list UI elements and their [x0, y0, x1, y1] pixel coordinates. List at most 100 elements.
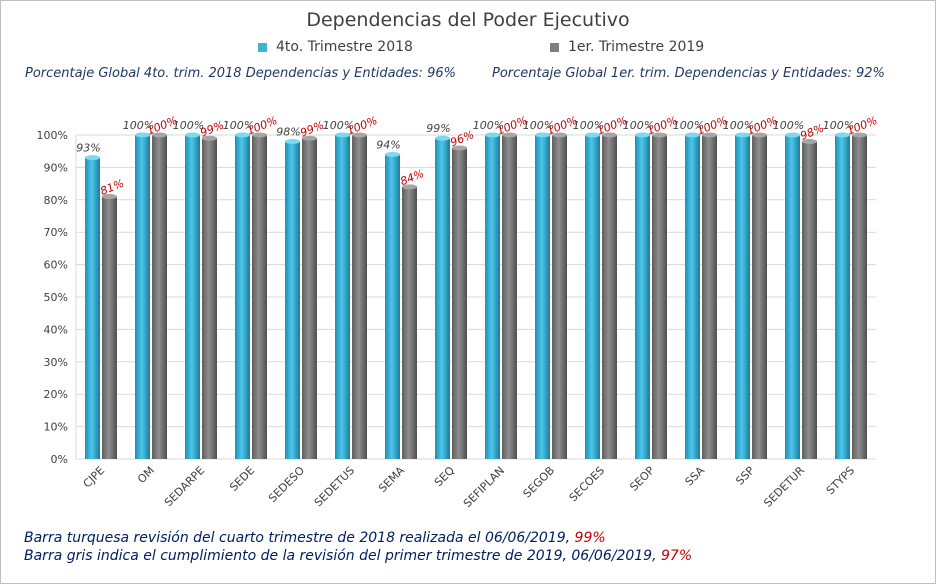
- bar-2018-sedeso: [285, 141, 300, 460]
- bar-cap: [485, 132, 500, 138]
- bar-cap: [452, 145, 467, 151]
- data-label: 98%: [276, 125, 300, 138]
- x-tick-label: OM: [135, 464, 157, 486]
- footnote-2: Barra gris indica el cumplimiento de la …: [24, 548, 692, 564]
- y-tick-label: 30%: [44, 356, 68, 369]
- bar-cap: [135, 132, 150, 138]
- data-label: 100%: [623, 119, 654, 132]
- y-tick-label: 40%: [44, 323, 68, 336]
- bar-2018-ssa: [685, 135, 700, 459]
- bar-2019-secoes: [602, 135, 617, 459]
- legend-swatch-2019: [550, 42, 559, 52]
- bar-2018-cjpe: [85, 157, 100, 459]
- bar-cap: [785, 132, 800, 138]
- bar-cap: [602, 132, 617, 138]
- x-tick-label: SEGOB: [521, 464, 558, 501]
- bar-2019-om: [152, 135, 167, 459]
- bar-cap: [635, 132, 650, 138]
- data-label: 100%: [523, 119, 554, 132]
- bar-2019-seop: [652, 135, 667, 459]
- x-tick-label: SEQ: [432, 464, 457, 489]
- bar-2018-seq: [435, 138, 450, 460]
- footnote-1-text: Barra turquesa revisión del cuarto trime…: [24, 530, 575, 546]
- legend-swatch-2018: [258, 42, 267, 52]
- bar-2019-ssp: [752, 135, 767, 459]
- bar-cap: [802, 138, 817, 144]
- bar-cap: [402, 184, 417, 190]
- y-tick-label: 100%: [37, 129, 68, 142]
- bar-cap: [585, 132, 600, 138]
- bar-2018-segob: [535, 135, 550, 459]
- footnote-1: Barra turquesa revisión del cuarto trime…: [24, 530, 606, 546]
- bar-cap: [835, 132, 850, 138]
- bar-2018-styps: [835, 135, 850, 459]
- bar-2019-styps: [852, 135, 867, 459]
- y-tick-label: 80%: [44, 194, 68, 207]
- data-label: 100%: [173, 119, 204, 132]
- bar-cap: [335, 132, 350, 138]
- data-label: 100%: [673, 119, 704, 132]
- x-tick-label: SEDETUR: [761, 464, 807, 510]
- bar-2018-sedetus: [335, 135, 350, 459]
- bar-2019-sedeso: [302, 138, 317, 460]
- x-tick-label: SEDESO: [266, 464, 307, 505]
- bar-cap: [102, 194, 117, 200]
- y-tick-label: 90%: [44, 161, 68, 174]
- bar-2018-ssp: [735, 135, 750, 459]
- legend-label-2018: 4to. Trimestre 2018: [276, 39, 413, 55]
- y-tick-label: 10%: [44, 421, 68, 434]
- bar-cap: [202, 135, 217, 141]
- bar-cap: [535, 132, 550, 138]
- y-tick-label: 70%: [44, 226, 68, 239]
- data-label: 93%: [76, 142, 100, 155]
- bar-2018-sedarpe: [185, 135, 200, 459]
- data-label: 99%: [426, 122, 450, 135]
- x-tick-label: SSA: [683, 464, 708, 489]
- x-tick-label: SEOP: [627, 464, 657, 494]
- x-tick-label: SECOES: [567, 464, 607, 504]
- data-label: 100%: [223, 119, 254, 132]
- bar-cap: [185, 132, 200, 138]
- subtitle-global-2018: Porcentaje Global 4to. trim. 2018 Depend…: [25, 66, 456, 81]
- bar-cap: [385, 151, 400, 157]
- bar-cap: [735, 132, 750, 138]
- bar-cap: [85, 155, 100, 161]
- bar-cap: [752, 132, 767, 138]
- x-tick-label: SEDETUS: [312, 464, 357, 509]
- bar-2019-cjpe: [102, 196, 117, 459]
- footnote-2-text: Barra gris indica el cumplimiento de la …: [24, 548, 661, 564]
- data-label: 100%: [823, 119, 854, 132]
- x-tick-label: SEDARPE: [162, 464, 207, 509]
- bar-2019-seq: [452, 147, 467, 459]
- bar-2019-sede: [252, 135, 267, 459]
- y-tick-label: 50%: [44, 291, 68, 304]
- footnote-1-value: 99%: [574, 530, 606, 546]
- bar-2018-sema: [385, 154, 400, 459]
- bar-2019-sema: [402, 186, 417, 459]
- legend-label-2019: 1er. Trimestre 2019: [568, 39, 705, 55]
- bar-cap: [302, 135, 317, 141]
- bar-cap: [502, 132, 517, 138]
- legend-item-2018: 4to. Trimestre 2018: [258, 39, 413, 55]
- bar-2019-segob: [552, 135, 567, 459]
- bar-cap: [285, 138, 300, 144]
- x-tick-label: SEMA: [376, 464, 407, 495]
- bar-2018-sedetur: [785, 135, 800, 459]
- y-tick-label: 0%: [51, 453, 68, 466]
- legend-item-2019: 1er. Trimestre 2019: [550, 39, 704, 55]
- bar-cap: [552, 132, 567, 138]
- footnote-2-value: 97%: [661, 548, 693, 564]
- bar-cap: [685, 132, 700, 138]
- chart-title: Dependencias del Poder Ejecutivo: [306, 9, 630, 31]
- data-label: 100%: [773, 119, 804, 132]
- subtitle-global-2019: Porcentaje Global 1er. trim. Dependencia…: [492, 66, 885, 81]
- bar-2019-sedetur: [802, 141, 817, 460]
- data-label: 100%: [573, 119, 604, 132]
- x-tick-label: SEFIPLAN: [461, 464, 507, 510]
- bar-2019-sedetus: [352, 135, 367, 459]
- data-label: 100%: [323, 119, 354, 132]
- bar-cap: [235, 132, 250, 138]
- data-label: 100%: [473, 119, 504, 132]
- bar-2018-om: [135, 135, 150, 459]
